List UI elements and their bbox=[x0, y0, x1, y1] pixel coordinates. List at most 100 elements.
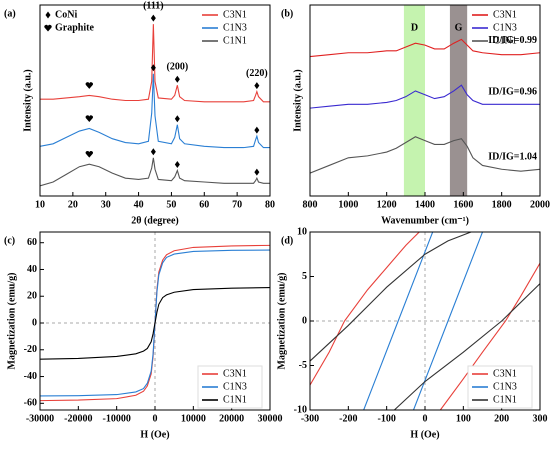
x-tick-label: 60 bbox=[199, 199, 209, 210]
legend-label: C1N1 bbox=[223, 394, 247, 405]
y-tick-label: -20 bbox=[24, 344, 37, 355]
heart-marker bbox=[85, 115, 93, 123]
band bbox=[403, 5, 425, 196]
panel: 10 20 30 40 50 60 70 80 2θ (degree) Intensity (a.… bbox=[4, 0, 275, 226]
x-tick-label: 1000 bbox=[338, 199, 358, 210]
diamond-marker bbox=[174, 75, 180, 83]
x-tick-label: 20 bbox=[68, 199, 78, 210]
ratio-label: ID/IG=0.96 bbox=[488, 87, 537, 98]
plot-frame bbox=[309, 4, 541, 197]
y-axis-label: Intensity (a.u.) bbox=[292, 69, 303, 132]
x-tick-label: 0 bbox=[423, 413, 428, 424]
y-tick-label: -5 bbox=[299, 360, 307, 371]
y-tick-label: 0 bbox=[32, 317, 37, 328]
diamond-marker bbox=[150, 148, 156, 156]
band-label: D bbox=[411, 22, 418, 33]
x-tick-label: 1800 bbox=[492, 199, 512, 210]
peak-label: (220) bbox=[246, 68, 268, 79]
x-tick-label: 50 bbox=[166, 199, 176, 210]
y-tick-label: 60 bbox=[27, 237, 37, 248]
x-tick-label: 80 bbox=[265, 199, 275, 210]
x-tick-label: -10000 bbox=[102, 413, 130, 424]
y-tick-label: 10 bbox=[297, 226, 307, 237]
y-tick-label: 0 bbox=[302, 315, 307, 326]
x-tick-label: 1400 bbox=[415, 199, 435, 210]
panel-label: (c) bbox=[4, 235, 15, 246]
x-axis-label: H (Oe) bbox=[410, 429, 439, 440]
panel-label: (d) bbox=[281, 235, 293, 246]
x-tick-label: 40 bbox=[134, 199, 144, 210]
diamond-marker bbox=[150, 14, 156, 22]
y-axis-label: Magnetization (emu/g) bbox=[276, 273, 287, 370]
x-tick-label: -100 bbox=[377, 413, 395, 424]
heart-marker bbox=[85, 151, 93, 158]
ratio-label: ID/IG=1.04 bbox=[488, 152, 537, 163]
diamond-marker bbox=[254, 126, 260, 134]
series-line bbox=[40, 157, 270, 187]
legend-label: C1N1 bbox=[493, 394, 517, 405]
y-axis-label: Magnetization (emu/g) bbox=[6, 273, 17, 370]
series-line bbox=[310, 232, 540, 410]
series-line bbox=[310, 232, 540, 410]
plot-frame bbox=[39, 4, 271, 197]
x-tick-label: 30000 bbox=[258, 413, 283, 424]
diamond-marker bbox=[150, 64, 156, 72]
x-axis-label: H (Oe) bbox=[140, 429, 169, 440]
plot-lines bbox=[310, 38, 540, 174]
x-tick-label: -300 bbox=[301, 413, 319, 424]
diamond-marker bbox=[45, 11, 51, 19]
band-label: G bbox=[455, 22, 463, 33]
diamond-marker bbox=[254, 82, 260, 90]
diamond-marker bbox=[254, 168, 260, 176]
x-tick-label: 20000 bbox=[219, 413, 244, 424]
y-tick-label: 20 bbox=[27, 291, 37, 302]
x-tick-label: 1600 bbox=[453, 199, 473, 210]
plot-lines bbox=[310, 232, 540, 410]
plot-lines bbox=[40, 244, 270, 402]
diamond-marker bbox=[174, 161, 180, 169]
y-tick-label: 40 bbox=[27, 264, 37, 275]
legend-label: C1N3 bbox=[223, 22, 247, 33]
panel: -30000 -20000 -10000 0 10000 20000 30000 -60 -40… bbox=[4, 231, 283, 440]
plot-frame bbox=[39, 231, 271, 411]
phase-legend-label: CoNi bbox=[55, 9, 77, 20]
legend-label: C1N1 bbox=[223, 35, 247, 46]
ratio-label: ID/IG=0.99 bbox=[488, 35, 537, 46]
x-tick-label: 100 bbox=[456, 413, 471, 424]
series-line bbox=[310, 136, 540, 174]
series-line bbox=[310, 38, 540, 58]
peak-label: (111) bbox=[143, 0, 164, 11]
x-tick-label: 200 bbox=[494, 413, 509, 424]
series-line bbox=[40, 24, 270, 103]
x-tick-label: 70 bbox=[232, 199, 242, 210]
legend-label: C1N1 bbox=[493, 35, 517, 46]
y-tick-label: -40 bbox=[24, 371, 37, 382]
panel-label: (a) bbox=[4, 8, 16, 19]
panel-label: (b) bbox=[281, 8, 293, 19]
legend-label: C3N1 bbox=[223, 368, 247, 379]
heart-marker bbox=[44, 24, 52, 32]
panel: D G 800 1000 1200 1400 1600 1800 2000 Wavenumber … bbox=[281, 4, 550, 226]
x-tick-label: 0 bbox=[153, 413, 158, 424]
plot-frame bbox=[309, 231, 541, 411]
y-tick-label: -60 bbox=[24, 398, 37, 409]
series-line bbox=[40, 73, 270, 149]
legend-label: C3N1 bbox=[223, 9, 247, 20]
panel: -300 -200 -100 0 100 200 300 -10 -5 0 5 10 H (Oe) Mag… bbox=[276, 226, 547, 440]
x-tick-label: 30 bbox=[101, 199, 111, 210]
heart-marker bbox=[85, 82, 93, 89]
legend-label: C1N3 bbox=[493, 22, 517, 33]
legend-label: C3N1 bbox=[493, 368, 517, 379]
series-line bbox=[310, 84, 540, 109]
x-tick-label: -20000 bbox=[64, 413, 92, 424]
legend-label: C1N3 bbox=[223, 381, 247, 392]
phase-legend-label: Graphite bbox=[55, 22, 94, 33]
x-tick-label: 1200 bbox=[377, 199, 397, 210]
y-axis-label: Intensity (a.u.) bbox=[22, 69, 33, 132]
y-tick-label: 5 bbox=[302, 271, 307, 282]
x-tick-label: 2000 bbox=[530, 199, 550, 210]
x-tick-label: 10 bbox=[35, 199, 45, 210]
y-tick-label: -10 bbox=[294, 404, 307, 415]
x-tick-label: -30000 bbox=[26, 413, 54, 424]
